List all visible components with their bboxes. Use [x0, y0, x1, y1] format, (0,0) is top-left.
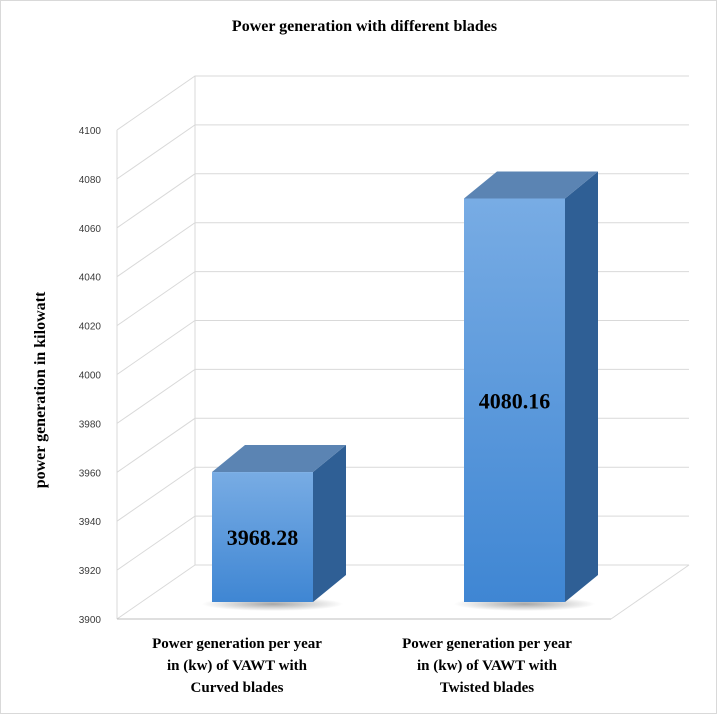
x-category-line: Power generation per year	[152, 636, 322, 652]
bar-value-label: 3968.28	[227, 525, 299, 550]
x-category-label-twisted: Power generation per year in (kw) of VAW…	[367, 633, 607, 699]
x-category-line: in (kw) of VAWT with	[416, 658, 558, 674]
bar-top-face	[212, 445, 346, 473]
y-tick-label: 4000	[79, 371, 102, 382]
y-tick-label: 4060	[79, 224, 102, 235]
chart-title: Power generation with different blades	[231, 18, 498, 35]
bars: 3968.28 4080.16	[201, 171, 598, 611]
x-category-line: Twisted blades	[439, 680, 535, 696]
bar-twisted-blades: 4080.16	[453, 171, 598, 611]
y-tick-label: 3960	[79, 468, 102, 479]
gridline	[116, 320, 689, 375]
gridline	[116, 564, 689, 620]
y-tick-label: 4040	[79, 273, 102, 284]
y-tick-label: 4080	[79, 175, 102, 186]
y-tick-label: 3980	[79, 419, 102, 430]
y-tick-label: 3940	[79, 517, 102, 528]
bar-side-face	[565, 171, 598, 603]
gridline	[116, 271, 689, 327]
y-axis-ticks: 3900 3920 3940 3960 3980 4000 4020 4040 4060 4080…	[79, 126, 102, 626]
gridline	[116, 173, 689, 229]
bar-front-face	[212, 472, 313, 602]
bar-front-face	[464, 198, 565, 603]
gridline	[116, 368, 689, 424]
x-category-label-curved: Power generation per year in (kw) of VAW…	[117, 633, 357, 699]
gridline	[116, 515, 689, 571]
gridline	[116, 75, 689, 131]
gridline	[116, 124, 689, 180]
bar-top-face	[464, 171, 598, 199]
bar-side-face	[313, 445, 346, 602]
y-tick-label: 4020	[79, 322, 102, 333]
y-tick-label: 3900	[79, 615, 102, 626]
floor-edge	[610, 564, 690, 620]
y-tick-label: 3920	[79, 566, 102, 577]
x-category-line: Power generation per year	[402, 636, 572, 652]
x-category-line: Curved blades	[190, 680, 284, 696]
bar-curved-blades: 3968.28	[201, 445, 346, 611]
gridlines	[116, 75, 690, 620]
bar-value-label: 4080.16	[479, 388, 551, 413]
gridline	[116, 466, 689, 522]
gridline	[116, 417, 689, 473]
x-category-line: in (kw) of VAWT with	[166, 658, 308, 674]
y-tick-label: 4100	[79, 126, 102, 137]
gridline	[116, 222, 689, 278]
